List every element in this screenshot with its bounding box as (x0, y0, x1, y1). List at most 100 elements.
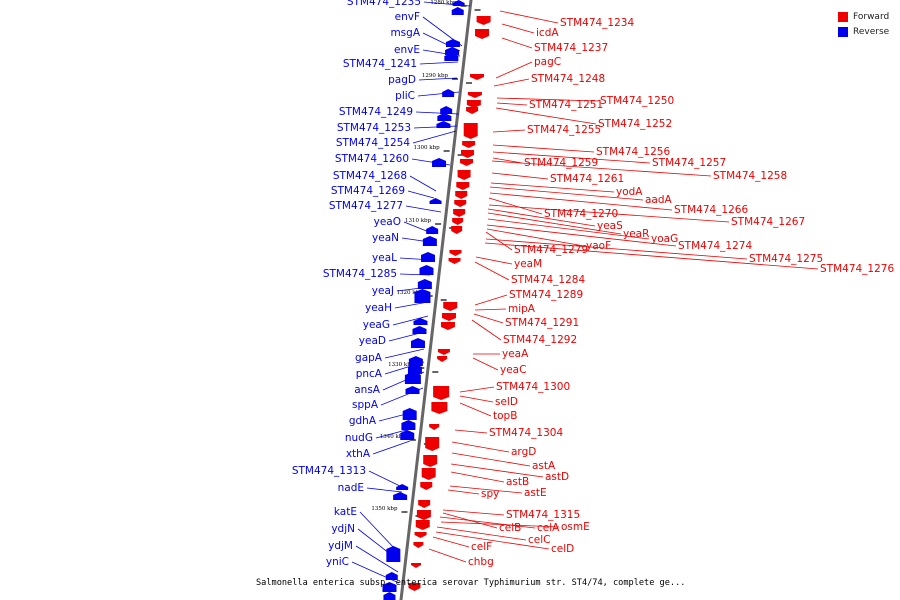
tick-label: 1320 kbp (397, 290, 424, 296)
forward-leader-line (450, 471, 505, 483)
forward-gene-feature (456, 182, 470, 190)
forward-gene-feature (463, 123, 478, 139)
reverse-gene-feature (440, 106, 453, 114)
forward-leader-line (474, 308, 507, 311)
forward-gene-feature (433, 386, 450, 400)
forward-gene-feature (437, 349, 450, 355)
forward-leader-line (492, 157, 523, 164)
forward-gene-feature (466, 100, 481, 108)
forward-gene-label: STM474_1304 (489, 427, 563, 439)
forward-gene-feature (429, 424, 440, 430)
reverse-gene-label: yeaJ (372, 285, 394, 297)
forward-gene-label: STM474_1234 (560, 17, 634, 29)
reverse-gene-label: pagD (388, 74, 416, 86)
forward-gene-feature (415, 520, 430, 530)
forward-gene-feature (431, 402, 448, 414)
reverse-gene-label: ydjN (331, 523, 355, 535)
reverse-gene-label: gapA (355, 352, 383, 364)
reverse-gene-label: yeaO (374, 216, 401, 228)
forward-gene-feature (416, 510, 431, 520)
reverse-swatch (838, 26, 848, 37)
reverse-gene-feature (436, 121, 451, 128)
reverse-gene-feature (413, 318, 428, 325)
legend-forward[interactable]: Forward (838, 9, 889, 24)
forward-gene-feature (457, 170, 471, 180)
reverse-gene-feature (421, 252, 436, 262)
reverse-gene-feature (417, 279, 432, 289)
forward-gene-label: STM474_1292 (503, 334, 577, 346)
forward-leader-line (492, 151, 651, 164)
forward-gene-feature (440, 322, 455, 330)
reverse-gene-feature (445, 47, 460, 55)
forward-gene-feature (449, 250, 462, 256)
reverse-gene-feature (407, 364, 422, 374)
reverse-gene-feature (402, 408, 417, 420)
reverse-gene-feature (412, 326, 427, 334)
forward-gene-label: pagC (534, 56, 561, 68)
forward-gene-label: celD (551, 543, 574, 555)
forward-leader-line (440, 521, 560, 528)
reverse-leader-line (405, 205, 442, 213)
forward-gene-feature (420, 482, 433, 490)
forward-gene-label: spy (481, 488, 499, 500)
tick-label: 1340 kbp (380, 434, 407, 440)
forward-gene-feature (475, 29, 490, 39)
reverse-gene-feature (408, 356, 423, 366)
forward-leader-line (491, 172, 549, 180)
forward-gene-feature (421, 468, 436, 480)
forward-leader-line (459, 395, 494, 403)
reverse-gene-label: STM474_1277 (329, 200, 403, 212)
reverse-gene-label: sppA (352, 399, 379, 411)
forward-leader-line (474, 294, 508, 306)
forward-gene-label: STM474_1259 (524, 157, 598, 169)
reverse-leader-line (368, 470, 403, 488)
reverse-gene-feature (396, 484, 409, 490)
reverse-gene-label: yeaH (365, 302, 392, 314)
forward-gene-label: astD (545, 471, 569, 483)
reverse-gene-label: yeaD (359, 335, 386, 347)
forward-leader-line (501, 37, 533, 49)
reverse-leader-line (407, 190, 435, 199)
forward-gene-label: yeaR (623, 228, 649, 240)
reverse-gene-feature (414, 289, 431, 303)
reverse-gene-label: yniC (326, 556, 349, 568)
tick-label: 1300 kbp (413, 145, 440, 151)
forward-leader-line (487, 212, 622, 235)
legend-reverse[interactable]: Reverse (838, 24, 889, 39)
forward-gene-label: yeaS (597, 220, 623, 232)
forward-gene-feature (418, 500, 431, 508)
forward-gene-label: celF (471, 541, 492, 553)
forward-gene-feature (453, 209, 466, 217)
forward-leader-line (487, 208, 596, 227)
forward-gene-feature (455, 191, 468, 199)
reverse-gene-label: pliC (395, 90, 415, 102)
forward-leader-line (474, 261, 510, 281)
forward-leader-line (450, 463, 544, 478)
reverse-leader-line (375, 428, 411, 439)
forward-leader-line (484, 242, 819, 270)
reverse-gene-feature (419, 265, 434, 275)
forward-leader-line (486, 228, 585, 247)
reverse-gene-label: gdhA (349, 415, 377, 427)
forward-gene-label: astA (532, 460, 556, 472)
forward-gene-feature (454, 200, 467, 207)
reverse-gene-feature (386, 546, 401, 562)
forward-gene-label: argD (511, 446, 536, 458)
forward-gene-feature (443, 302, 458, 311)
forward-leader-line (488, 204, 730, 223)
forward-gene-feature (466, 107, 479, 114)
forward-gene-label: chbg (468, 556, 494, 568)
forward-leader-line (491, 160, 712, 177)
forward-gene-label: yeaC (500, 364, 526, 376)
forward-leader-line (451, 452, 531, 467)
reverse-gene-feature (442, 89, 455, 97)
forward-gene-label: STM474_1257 (652, 157, 726, 169)
forward-leader-line (501, 23, 535, 34)
forward-leader-line (485, 238, 748, 260)
forward-gene-label: STM474_1237 (534, 42, 608, 54)
reverse-gene-feature (400, 430, 415, 440)
forward-gene-feature (452, 218, 464, 225)
forward-gene-feature (408, 583, 421, 591)
reverse-gene-label: yeaL (372, 252, 397, 264)
